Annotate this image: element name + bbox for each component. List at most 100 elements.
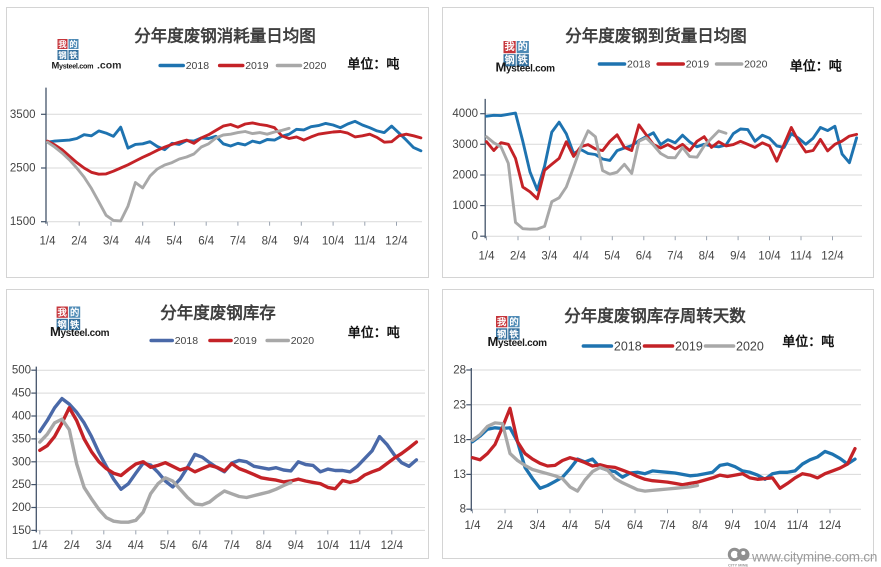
- svg-text:铁: 铁: [70, 319, 80, 330]
- svg-text:2020: 2020: [736, 340, 764, 354]
- svg-text:1/4: 1/4: [465, 520, 482, 532]
- svg-text:12/4: 12/4: [381, 540, 404, 552]
- svg-text:500: 500: [12, 365, 31, 377]
- svg-text:.com: .com: [97, 60, 122, 72]
- svg-text:450: 450: [12, 388, 31, 400]
- svg-text:2020: 2020: [303, 60, 327, 72]
- svg-text:的: 的: [69, 39, 77, 49]
- svg-text:200: 200: [12, 502, 31, 514]
- svg-text:8/4: 8/4: [699, 251, 716, 263]
- svg-text:23: 23: [453, 399, 466, 411]
- svg-text:3/4: 3/4: [103, 236, 120, 248]
- svg-text:2019: 2019: [686, 59, 710, 71]
- svg-text:2/4: 2/4: [64, 540, 81, 552]
- svg-text:2500: 2500: [10, 163, 36, 175]
- svg-text:9/4: 9/4: [288, 540, 305, 552]
- svg-text:钢: 钢: [497, 328, 506, 339]
- svg-text:6/4: 6/4: [192, 540, 209, 552]
- svg-text:12/4: 12/4: [819, 520, 842, 532]
- svg-text:我: 我: [58, 307, 68, 318]
- svg-text:8/4: 8/4: [692, 520, 709, 532]
- svg-text:6/4: 6/4: [636, 251, 653, 263]
- svg-text:2/4: 2/4: [497, 520, 514, 532]
- svg-text:分年度废钢库存: 分年度废钢库存: [160, 303, 276, 323]
- svg-text:8/4: 8/4: [256, 540, 273, 552]
- svg-text:9/4: 9/4: [730, 251, 747, 263]
- svg-text:3000: 3000: [452, 139, 478, 151]
- svg-text:的: 的: [70, 307, 79, 318]
- svg-text:我: 我: [505, 40, 515, 53]
- svg-text:2019: 2019: [245, 60, 269, 72]
- svg-text:250: 250: [12, 479, 31, 491]
- svg-text:7/4: 7/4: [667, 251, 684, 263]
- svg-text:150: 150: [12, 525, 31, 537]
- svg-text:4/4: 4/4: [128, 540, 145, 552]
- svg-text:单位：吨: 单位：吨: [347, 57, 399, 72]
- svg-text:铁: 铁: [518, 53, 528, 66]
- svg-text:www.citymine.com.cn: www.citymine.com.cn: [751, 550, 877, 565]
- svg-text:18: 18: [453, 434, 466, 446]
- svg-text:3500: 3500: [10, 109, 36, 121]
- svg-text:12/4: 12/4: [385, 236, 408, 248]
- svg-text:单位：吨: 单位：吨: [782, 334, 834, 349]
- svg-text:6/4: 6/4: [198, 236, 215, 248]
- svg-text:28: 28: [453, 365, 466, 377]
- svg-text:3/4: 3/4: [530, 520, 547, 532]
- svg-text:5/4: 5/4: [166, 236, 183, 248]
- svg-text:的: 的: [518, 40, 528, 53]
- svg-text:4/4: 4/4: [573, 251, 590, 263]
- svg-text:我: 我: [58, 39, 67, 49]
- svg-text:铁: 铁: [69, 50, 78, 60]
- svg-text:铁: 铁: [509, 328, 519, 339]
- svg-text:1/4: 1/4: [40, 236, 57, 248]
- svg-text:13: 13: [453, 469, 466, 481]
- svg-text:2019: 2019: [234, 335, 258, 347]
- svg-text:我: 我: [497, 316, 507, 327]
- svg-text:8/4: 8/4: [262, 236, 279, 248]
- svg-text:钢: 钢: [58, 319, 67, 330]
- svg-text:11/4: 11/4: [790, 251, 812, 263]
- svg-text:350: 350: [12, 433, 31, 445]
- svg-text:分年度废钢库存周转天数: 分年度废钢库存周转天数: [564, 306, 746, 326]
- svg-text:4/4: 4/4: [135, 236, 152, 248]
- svg-text:1500: 1500: [10, 216, 36, 228]
- svg-text:5/4: 5/4: [604, 251, 621, 263]
- svg-text:Mysteel.com: Mysteel.com: [496, 60, 556, 75]
- svg-text:1/4: 1/4: [479, 251, 496, 263]
- svg-text:3/4: 3/4: [541, 251, 558, 263]
- svg-text:7/4: 7/4: [230, 236, 247, 248]
- svg-text:Mysteel.com: Mysteel.com: [50, 324, 110, 339]
- svg-text:分年度废钢到货量日均图: 分年度废钢到货量日均图: [565, 26, 747, 46]
- svg-text:Mysteel.com: Mysteel.com: [488, 334, 548, 349]
- svg-text:单位：吨: 单位：吨: [348, 325, 400, 340]
- svg-text:11/4: 11/4: [354, 236, 376, 248]
- svg-text:4000: 4000: [452, 108, 478, 120]
- svg-text:5/4: 5/4: [595, 520, 612, 532]
- svg-text:6/4: 6/4: [627, 520, 644, 532]
- svg-text:2020: 2020: [744, 59, 768, 71]
- svg-text:钢: 钢: [505, 53, 515, 66]
- svg-text:11/4: 11/4: [787, 520, 809, 532]
- svg-text:10/4: 10/4: [754, 520, 777, 532]
- svg-text:4/4: 4/4: [562, 520, 579, 532]
- svg-text:2000: 2000: [452, 170, 478, 182]
- svg-text:400: 400: [12, 411, 31, 423]
- svg-text:11/4: 11/4: [349, 540, 371, 552]
- svg-text:2020: 2020: [291, 335, 315, 347]
- svg-text:Mysteel.com: Mysteel.com: [52, 60, 94, 71]
- svg-text:8: 8: [460, 504, 466, 516]
- svg-text:2/4: 2/4: [71, 236, 88, 248]
- svg-text:2018: 2018: [627, 59, 651, 71]
- svg-text:钢: 钢: [58, 50, 66, 60]
- svg-text:12/4: 12/4: [821, 251, 844, 263]
- svg-text:2019: 2019: [675, 340, 703, 354]
- svg-text:1/4: 1/4: [32, 540, 49, 552]
- svg-text:2018: 2018: [186, 60, 210, 72]
- svg-text:2/4: 2/4: [510, 251, 527, 263]
- svg-text:5/4: 5/4: [160, 540, 177, 552]
- svg-text:分年度废钢消耗量日均图: 分年度废钢消耗量日均图: [134, 26, 316, 46]
- svg-text:3/4: 3/4: [96, 540, 113, 552]
- svg-text:9/4: 9/4: [293, 236, 310, 248]
- svg-text:0: 0: [472, 231, 478, 243]
- svg-text:10/4: 10/4: [758, 251, 781, 263]
